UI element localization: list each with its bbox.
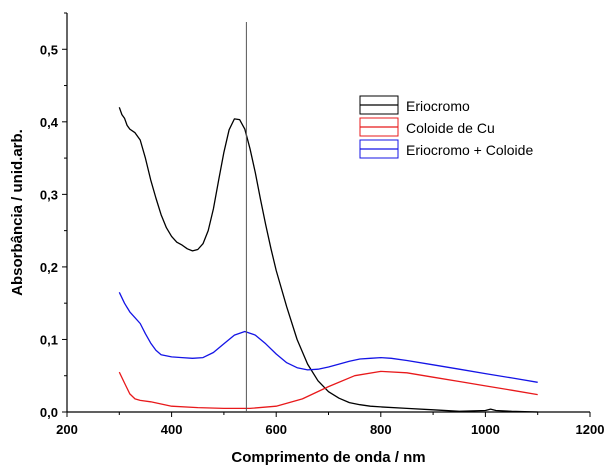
y-axis-title: Absorbância / unid.arb. [9,129,26,296]
x-tick-label: 1000 [471,422,500,437]
y-tick-label: 0,0 [40,405,58,420]
x-tick-label: 400 [161,422,183,437]
legend-label: Eriocromo + Coloide [406,142,533,158]
y-tick-label: 0,2 [40,260,58,275]
x-axis-title: Comprimento de onda / nm [231,449,425,466]
axis-ticks: 200 400 600 800 1000 1200 0,0 0,1 0,2 0,3 0,4 0,5 [40,12,605,437]
series-line-1 [118,107,538,413]
series-layer [118,107,538,413]
plot-frame [66,13,590,413]
legend-label: Eriocromo [406,98,470,114]
y-tick-label: 0,5 [40,42,58,57]
x-tick-label: 800 [370,422,392,437]
series-line-3 [118,292,538,383]
legend-label: Coloide de Cu [406,120,495,136]
x-tick-label: 200 [56,422,78,437]
y-tick-label: 0,1 [40,332,58,347]
legend: Eriocromo Coloide de Cu Eriocromo + Coloid… [359,95,533,159]
series-line-2 [118,370,538,410]
x-tick-label: 1200 [576,422,605,437]
x-tick-label: 600 [265,422,287,437]
y-tick-label: 0,3 [40,187,58,202]
y-tick-label: 0,4 [40,115,59,130]
